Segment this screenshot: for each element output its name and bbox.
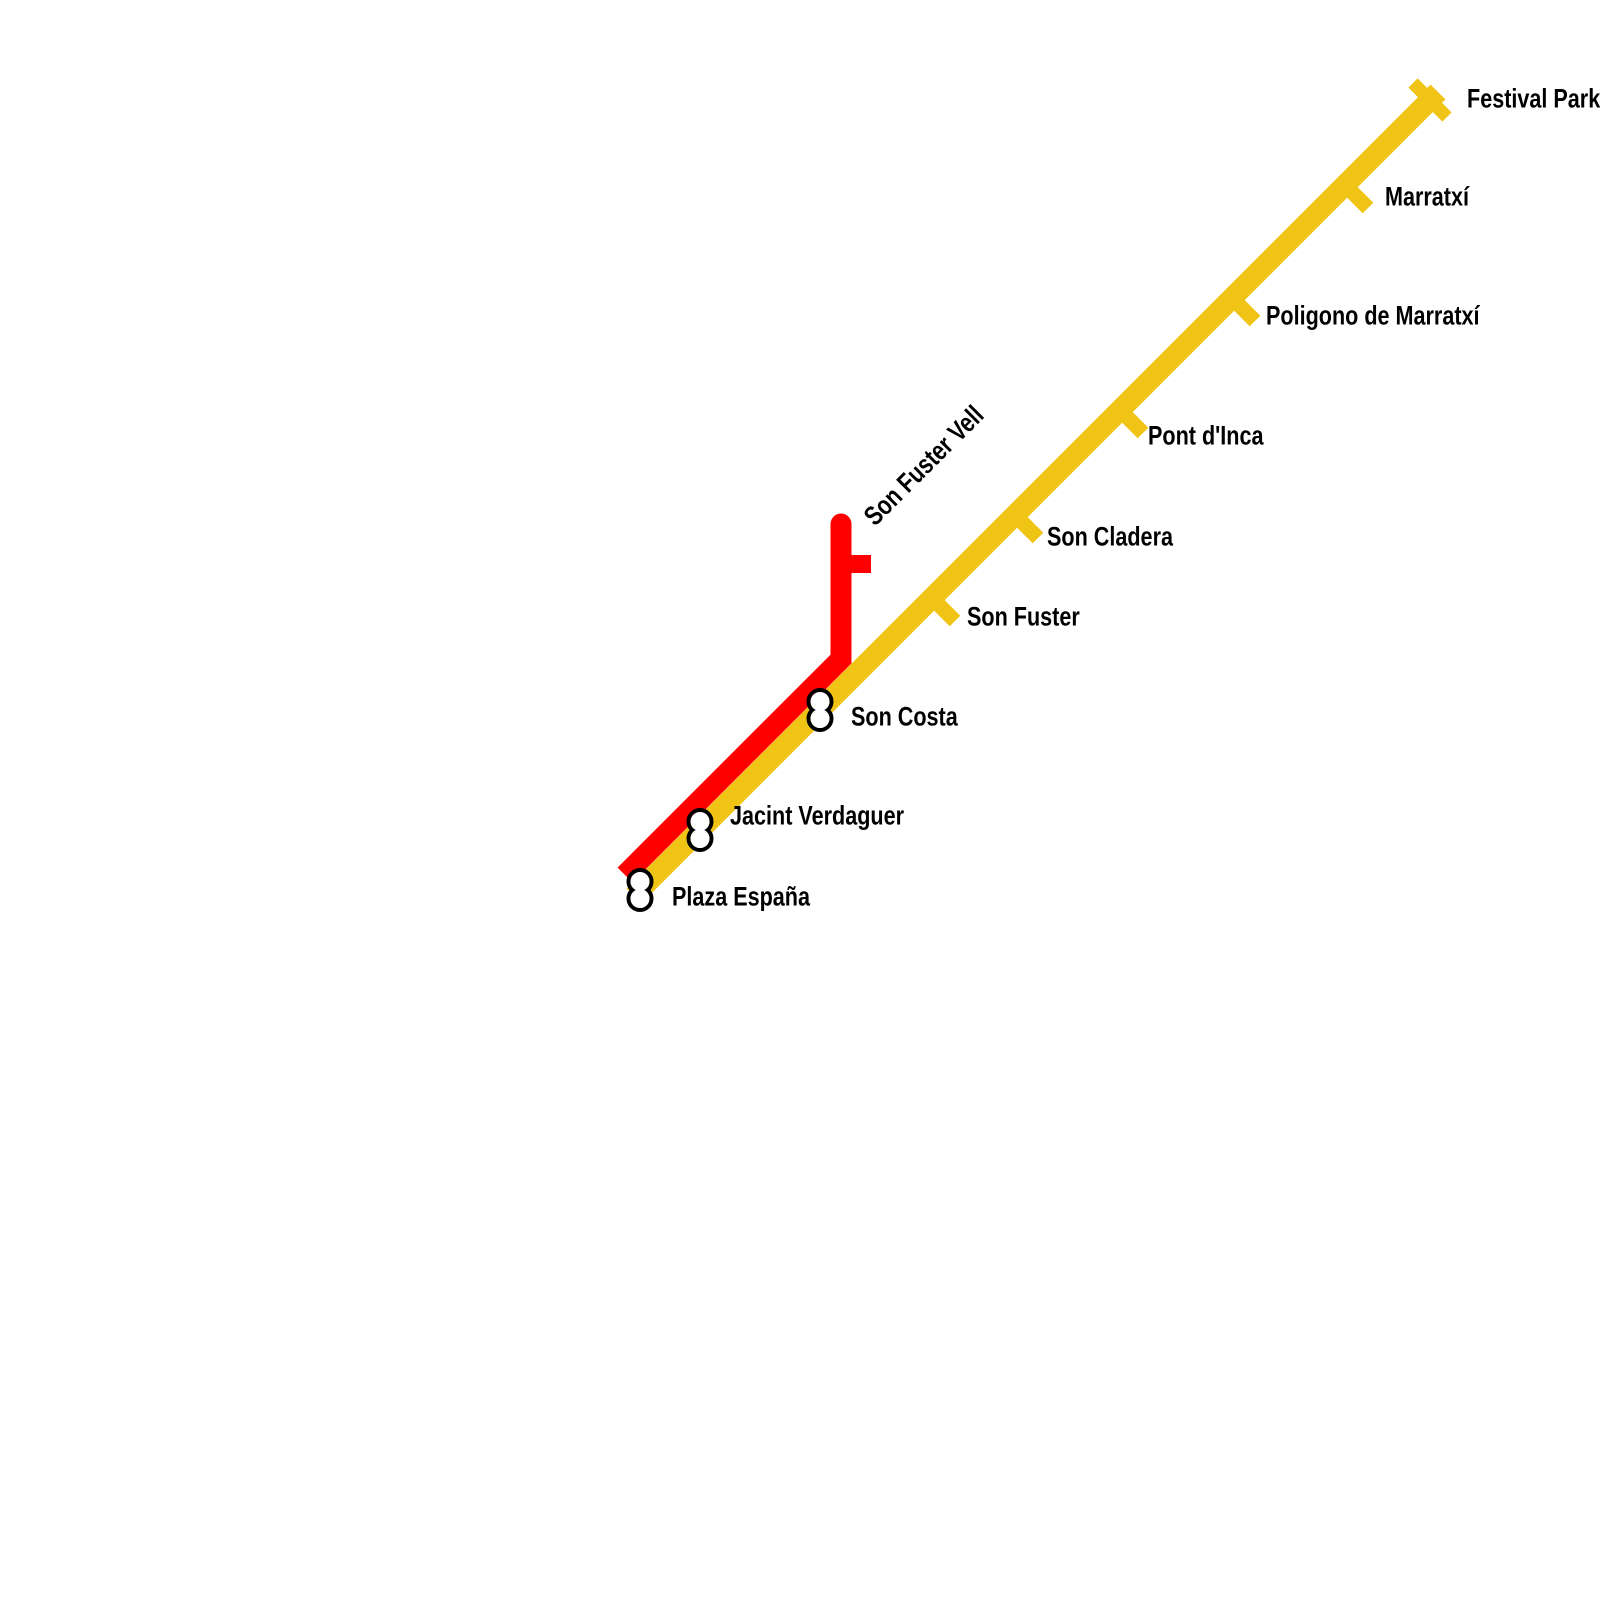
station-label-jacint-verdaguer: Jacint Verdaguer: [730, 801, 904, 831]
red-line-round-end-cap: [830, 513, 852, 535]
interchange-fill-jacint-verdaguer: [690, 812, 710, 831]
station-tick-son-cladera: [1009, 509, 1044, 544]
interchange-fill-plaza-espana: [630, 889, 650, 908]
yellow-line-terminus-bar: [1408, 78, 1452, 122]
station-tick-pont-d-inca: [1114, 404, 1149, 439]
station-poligono-de-marratxi: Poligono de Marratxí: [1226, 292, 1481, 331]
yellow-line-path: [626, 84, 1446, 904]
yellow-line: [626, 78, 1452, 904]
station-label-plaza-espana: Plaza España: [672, 882, 810, 912]
station-label-son-fuster-vell: Son Fuster Vell: [859, 400, 990, 531]
station-tick-son-fuster: [926, 592, 961, 627]
station-son-costa: Son Costa: [806, 688, 958, 732]
interchange-fill-son-costa: [810, 692, 830, 711]
interchange-fill-jacint-verdaguer: [690, 829, 710, 848]
interchange-fill-son-costa: [810, 709, 830, 728]
station-tick-marratxi: [1339, 179, 1374, 214]
station-label-son-costa: Son Costa: [851, 702, 958, 732]
station-son-cladera: Son Cladera: [1009, 509, 1173, 552]
station-label-marratxi: Marratxí: [1385, 182, 1470, 212]
station-tick-poligono-de-marratxi: [1226, 292, 1261, 327]
interchange-fill-plaza-espana: [630, 872, 650, 891]
station-label-son-fuster: Son Fuster: [967, 602, 1080, 632]
station-pont-d-inca: Pont d'Inca: [1114, 404, 1264, 451]
station-label-son-cladera: Son Cladera: [1047, 522, 1173, 552]
station-label-poligono-de-marratxi: Poligono de Marratxí: [1266, 301, 1481, 331]
station-jacint-verdaguer: Jacint Verdaguer: [686, 801, 904, 852]
station-plaza-espana: Plaza España: [626, 868, 810, 912]
station-son-fuster: Son Fuster: [926, 592, 1080, 632]
station-label-pont-d-inca: Pont d'Inca: [1148, 421, 1264, 451]
station-son-fuster-vell: Son Fuster Vell: [841, 400, 990, 573]
station-marratxi: Marratxí: [1339, 179, 1470, 214]
station-label-festival-park: Festival Park: [1467, 84, 1600, 114]
station-festival-park: Festival Park: [1467, 84, 1600, 114]
